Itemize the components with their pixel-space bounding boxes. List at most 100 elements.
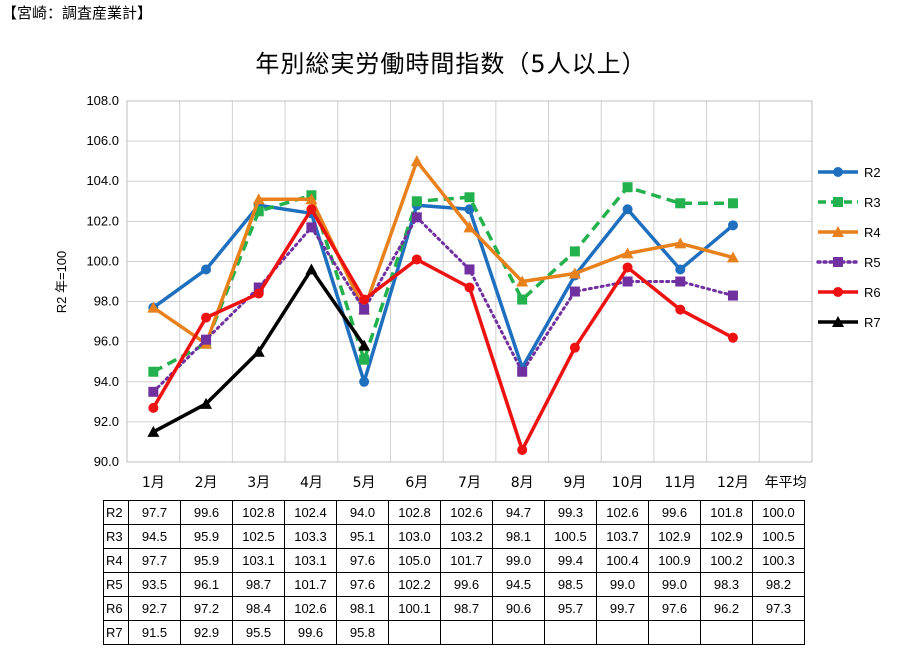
data-point (201, 334, 212, 345)
table-row: R6 92.7 97.2 98.4 102.6 98.1 100.1 98.7 90.6 95.7… (103, 596, 805, 621)
data-point (516, 275, 529, 287)
table-row: R7 91.5 92.9 95.5 99.6 95.8 (103, 620, 805, 645)
table-cell: 105.0 (388, 548, 441, 573)
data-point (464, 192, 475, 203)
table-cell: 98.1 (492, 524, 545, 549)
table-cell: 90.6 (492, 596, 545, 621)
table-cell: 100.0 (752, 500, 805, 525)
data-point (359, 354, 370, 365)
table-cell: 91.5 (128, 620, 181, 645)
table-cell: 97.7 (128, 548, 181, 573)
table-cell: 96.2 (700, 596, 753, 621)
series-line (152, 185, 733, 374)
table-cell: 99.7 (596, 596, 649, 621)
table-cell: 103.1 (232, 548, 285, 573)
table-cell: 103.1 (284, 548, 337, 573)
table-row-label: R3 (103, 524, 129, 549)
data-point (147, 301, 160, 313)
data-point (201, 312, 212, 323)
table-cell: 100.5 (752, 524, 805, 549)
data-point (359, 304, 370, 315)
legend-item-R3: R3 (818, 195, 881, 210)
data-point (675, 304, 686, 315)
y-tick-label: 92.0 (94, 414, 119, 429)
table-cell (752, 620, 805, 645)
data-point (200, 397, 213, 409)
table-cell: 94.0 (336, 500, 389, 525)
data-point (674, 237, 687, 249)
table-cell: 95.7 (544, 596, 597, 621)
table-row-label: R5 (103, 572, 129, 597)
x-tick-label: 年平均 (765, 475, 807, 491)
data-point (463, 221, 476, 233)
table-row-label: R2 (103, 500, 129, 525)
chart-title: 年別総実労働時間指数（5人以上） (255, 50, 647, 78)
table-cell: 98.2 (752, 572, 805, 597)
data-point (569, 286, 580, 297)
table-cell: 97.6 (336, 548, 389, 573)
data-point (148, 386, 159, 397)
series-lines (147, 155, 739, 455)
table-cell: 97.6 (648, 596, 701, 621)
table-cell: 102.4 (284, 500, 337, 525)
table-cell: 100.4 (596, 548, 649, 573)
table-cell: 94.7 (492, 500, 545, 525)
table-row-label: R6 (103, 596, 129, 621)
y-axis-label: R2 年=100 (54, 251, 69, 314)
table-cell: 99.0 (596, 572, 649, 597)
table-cell: 98.3 (700, 572, 753, 597)
table-cell: 94.5 (128, 524, 181, 549)
chart-svg: 90.0 92.0 94.0 96.0 98.0 100.0 102.0 104.0 106.0… (54, 93, 881, 491)
table-cell: 102.6 (440, 500, 493, 525)
table-cell: 95.9 (180, 548, 233, 573)
table-cell (492, 620, 545, 645)
x-tick-label: 4月 (300, 475, 323, 491)
table-cell: 103.2 (440, 524, 493, 549)
data-point (675, 276, 686, 287)
table-cell: 96.1 (180, 572, 233, 597)
data-point (622, 262, 633, 273)
table-cell: 92.7 (128, 596, 181, 621)
table-row-label: R4 (103, 548, 129, 573)
data-point (569, 342, 580, 353)
data-point (517, 444, 528, 455)
data-point (675, 264, 686, 275)
data-point (411, 254, 422, 265)
x-tick-label: 6月 (405, 475, 428, 491)
legend-label: R2 (864, 165, 881, 180)
data-point (148, 402, 159, 413)
data-point (411, 196, 422, 207)
table-cell (440, 620, 493, 645)
table-cell: 99.6 (648, 500, 701, 525)
table-cell: 99.4 (544, 548, 597, 573)
data-point (253, 288, 264, 299)
data-point (358, 339, 371, 351)
table-cell: 103.7 (596, 524, 649, 549)
data-point (252, 345, 265, 357)
data-table: R2 97.7 99.6 102.8 102.4 94.0 102.8 102.6 94.7 99… (103, 500, 805, 645)
table-cell: 95.1 (336, 524, 389, 549)
data-point (201, 264, 212, 275)
y-tick-label: 108.0 (86, 93, 119, 108)
table-cell (700, 620, 753, 645)
table-cell: 100.9 (648, 548, 701, 573)
legend-item-R2: R2 (818, 165, 881, 180)
y-tick-label: 90.0 (94, 454, 119, 469)
table-cell: 103.3 (284, 524, 337, 549)
table-cell: 102.8 (388, 500, 441, 525)
data-point (727, 332, 738, 343)
x-tick-label: 9月 (563, 475, 586, 491)
table-cell: 98.5 (544, 572, 597, 597)
table-row: R3 94.5 95.9 102.5 103.3 95.1 103.0 103.2 98.1 10… (103, 524, 805, 549)
y-tick-label: 106.0 (86, 133, 119, 148)
table-cell: 103.0 (388, 524, 441, 549)
y-tick-label: 98.0 (94, 294, 119, 309)
data-point (727, 220, 738, 231)
data-point (305, 263, 318, 275)
table-cell: 97.7 (128, 500, 181, 525)
x-tick-label: 10月 (612, 475, 644, 491)
x-tick-label: 5月 (353, 475, 376, 491)
table-cell: 102.9 (648, 524, 701, 549)
table-cell: 95.5 (232, 620, 285, 645)
table-cell: 95.9 (180, 524, 233, 549)
